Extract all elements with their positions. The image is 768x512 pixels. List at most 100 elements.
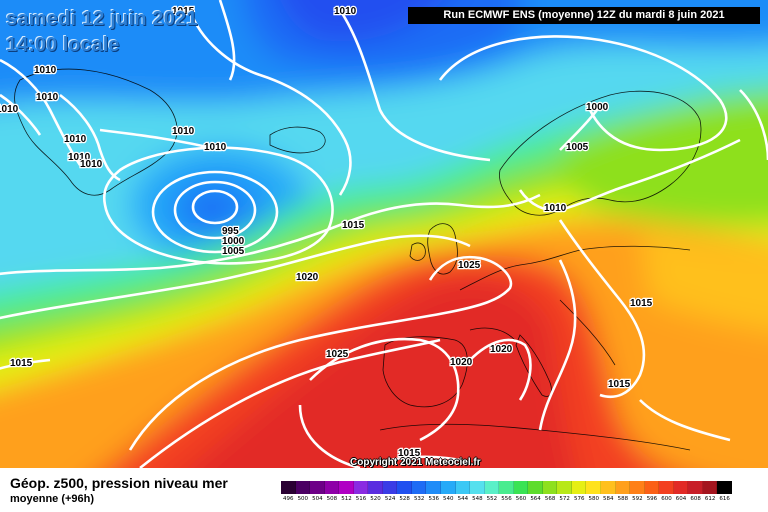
legend-swatch xyxy=(542,481,558,494)
isobar-1015-balkans-line xyxy=(639,399,731,442)
isobar-1000-low xyxy=(173,180,257,240)
legend-swatch xyxy=(426,481,442,494)
legend-label: 600 xyxy=(661,496,672,502)
legend-label: 576 xyxy=(573,496,585,502)
legend-label: 588 xyxy=(617,496,629,502)
legend-cell: 580 xyxy=(586,481,602,507)
legend-swatch xyxy=(688,481,703,494)
legend-cell: 588 xyxy=(615,481,631,507)
copyright-text: Copyright 2021 Meteociel.fr xyxy=(350,457,481,468)
legend-cell: 552 xyxy=(484,481,500,507)
legend-label: 596 xyxy=(646,496,658,502)
legend-swatch xyxy=(310,481,325,494)
isobar-1020-iberia-line xyxy=(309,337,460,442)
legend-swatch xyxy=(630,481,645,494)
isobar-label-1010-greenland-c: 1010 xyxy=(68,152,91,163)
legend-cell: 596 xyxy=(644,481,660,507)
isobar-label-1010-greenland-b: 1010 xyxy=(172,126,195,137)
legend-cell: 584 xyxy=(601,481,616,507)
legend-swatch xyxy=(353,481,369,494)
legend-cell: 496 xyxy=(281,481,296,507)
legend-label: 560 xyxy=(515,496,527,502)
legend-label: 504 xyxy=(312,496,323,502)
legend-cell: 508 xyxy=(324,481,340,507)
legend-label: 572 xyxy=(559,496,570,502)
legend-cell: 572 xyxy=(557,481,572,507)
isobar-label-1000-scandinavia: 1000 xyxy=(586,102,609,113)
isobar-label-995-low: 995 xyxy=(222,226,239,237)
geopotential-field xyxy=(0,0,768,468)
legend-cell: 536 xyxy=(426,481,442,507)
isobar-label-1010-west-a: 1010 xyxy=(34,65,57,76)
legend-swatch xyxy=(368,481,383,494)
legend-label: 608 xyxy=(690,496,701,502)
legend-label: 544 xyxy=(457,496,469,502)
legend-cell: 504 xyxy=(310,481,325,507)
isobar-label-1005-low: 1005 xyxy=(222,246,245,257)
legend-swatch xyxy=(586,481,602,494)
legend-cell: 608 xyxy=(688,481,703,507)
legend-label: 508 xyxy=(326,496,338,502)
legend-label: 592 xyxy=(632,496,643,502)
isobar-labels: 1015 1010 1010 1010 1010 1010 1010 1010 … xyxy=(0,5,654,461)
legend-label: 500 xyxy=(297,496,309,502)
isobar-1010-west-line-a xyxy=(0,58,82,166)
field-title: Géop. z500, pression niveau mer xyxy=(10,475,228,491)
isobar-label-1020-atlantic: 1020 xyxy=(296,272,319,283)
legend-label: 528 xyxy=(399,496,410,502)
isobar-label-1000-low: 1000 xyxy=(222,236,245,247)
isobar-label-1010-iceland: 1010 xyxy=(204,142,227,153)
legend-label: 552 xyxy=(486,496,498,502)
isobar-1015-central-line xyxy=(558,219,646,399)
run-info-banner: Run ECMWF ENS (moyenne) 12Z du mardi 8 j… xyxy=(408,7,760,24)
legend-cell: 524 xyxy=(382,481,398,507)
isobar-1015-east-line xyxy=(538,259,577,431)
isobar-1010-greenland-line xyxy=(59,93,121,182)
isobar-1015-south-line xyxy=(379,455,471,464)
isobar-label-1025-channel: 1025 xyxy=(458,260,481,271)
land-masses xyxy=(14,68,702,451)
legend-swatch xyxy=(441,481,456,494)
legend-label: 564 xyxy=(530,496,541,502)
legend-swatch xyxy=(382,481,398,494)
isobar-label-1020-iberia: 1020 xyxy=(450,357,473,368)
legend-swatch xyxy=(470,481,485,494)
isobar-1025-high xyxy=(128,255,513,451)
legend-cell: 604 xyxy=(673,481,689,507)
legend-label: 496 xyxy=(283,496,294,502)
legend-cell: 548 xyxy=(470,481,485,507)
isobar-label-1010-top: 1010 xyxy=(334,6,357,17)
legend-cell: 500 xyxy=(295,481,311,507)
map-footer: Géop. z500, pression niveau mer moyenne … xyxy=(0,468,768,512)
legend-swatch xyxy=(397,481,412,494)
legend-swatch xyxy=(324,481,340,494)
legend-swatch xyxy=(702,481,718,494)
legend-label: 524 xyxy=(384,496,396,502)
legend-cell: 568 xyxy=(542,481,558,507)
legend-label: 536 xyxy=(428,496,439,502)
legend-label: 532 xyxy=(413,496,425,502)
legend-label: 584 xyxy=(603,496,614,502)
legend-cell: 540 xyxy=(441,481,456,507)
legend-cell: 612 xyxy=(702,481,718,507)
legend-swatch xyxy=(644,481,660,494)
legend-cell: 576 xyxy=(571,481,587,507)
legend-swatch xyxy=(455,481,471,494)
legend-swatch xyxy=(484,481,500,494)
legend-label: 548 xyxy=(472,496,483,502)
isobar-label-1010-greenland-a: 1010 xyxy=(64,134,87,145)
legend-label: 568 xyxy=(544,496,556,502)
legend-cell: 600 xyxy=(659,481,674,507)
legend-swatch xyxy=(615,481,631,494)
legend-swatch xyxy=(557,481,572,494)
isobar-1015-atlantic-line xyxy=(0,193,541,276)
legend-cell: 512 xyxy=(339,481,354,507)
legend-swatch xyxy=(659,481,674,494)
isobar-label-1015-atlantic: 1015 xyxy=(342,220,365,231)
legend-swatch xyxy=(717,481,732,494)
isobar-1010-low xyxy=(102,146,334,265)
isobar-1005-scand-line xyxy=(559,105,602,151)
legend-label: 616 xyxy=(719,496,730,502)
legend-label: 556 xyxy=(501,496,512,502)
isobar-label-1015-central-europe: 1015 xyxy=(630,298,653,309)
